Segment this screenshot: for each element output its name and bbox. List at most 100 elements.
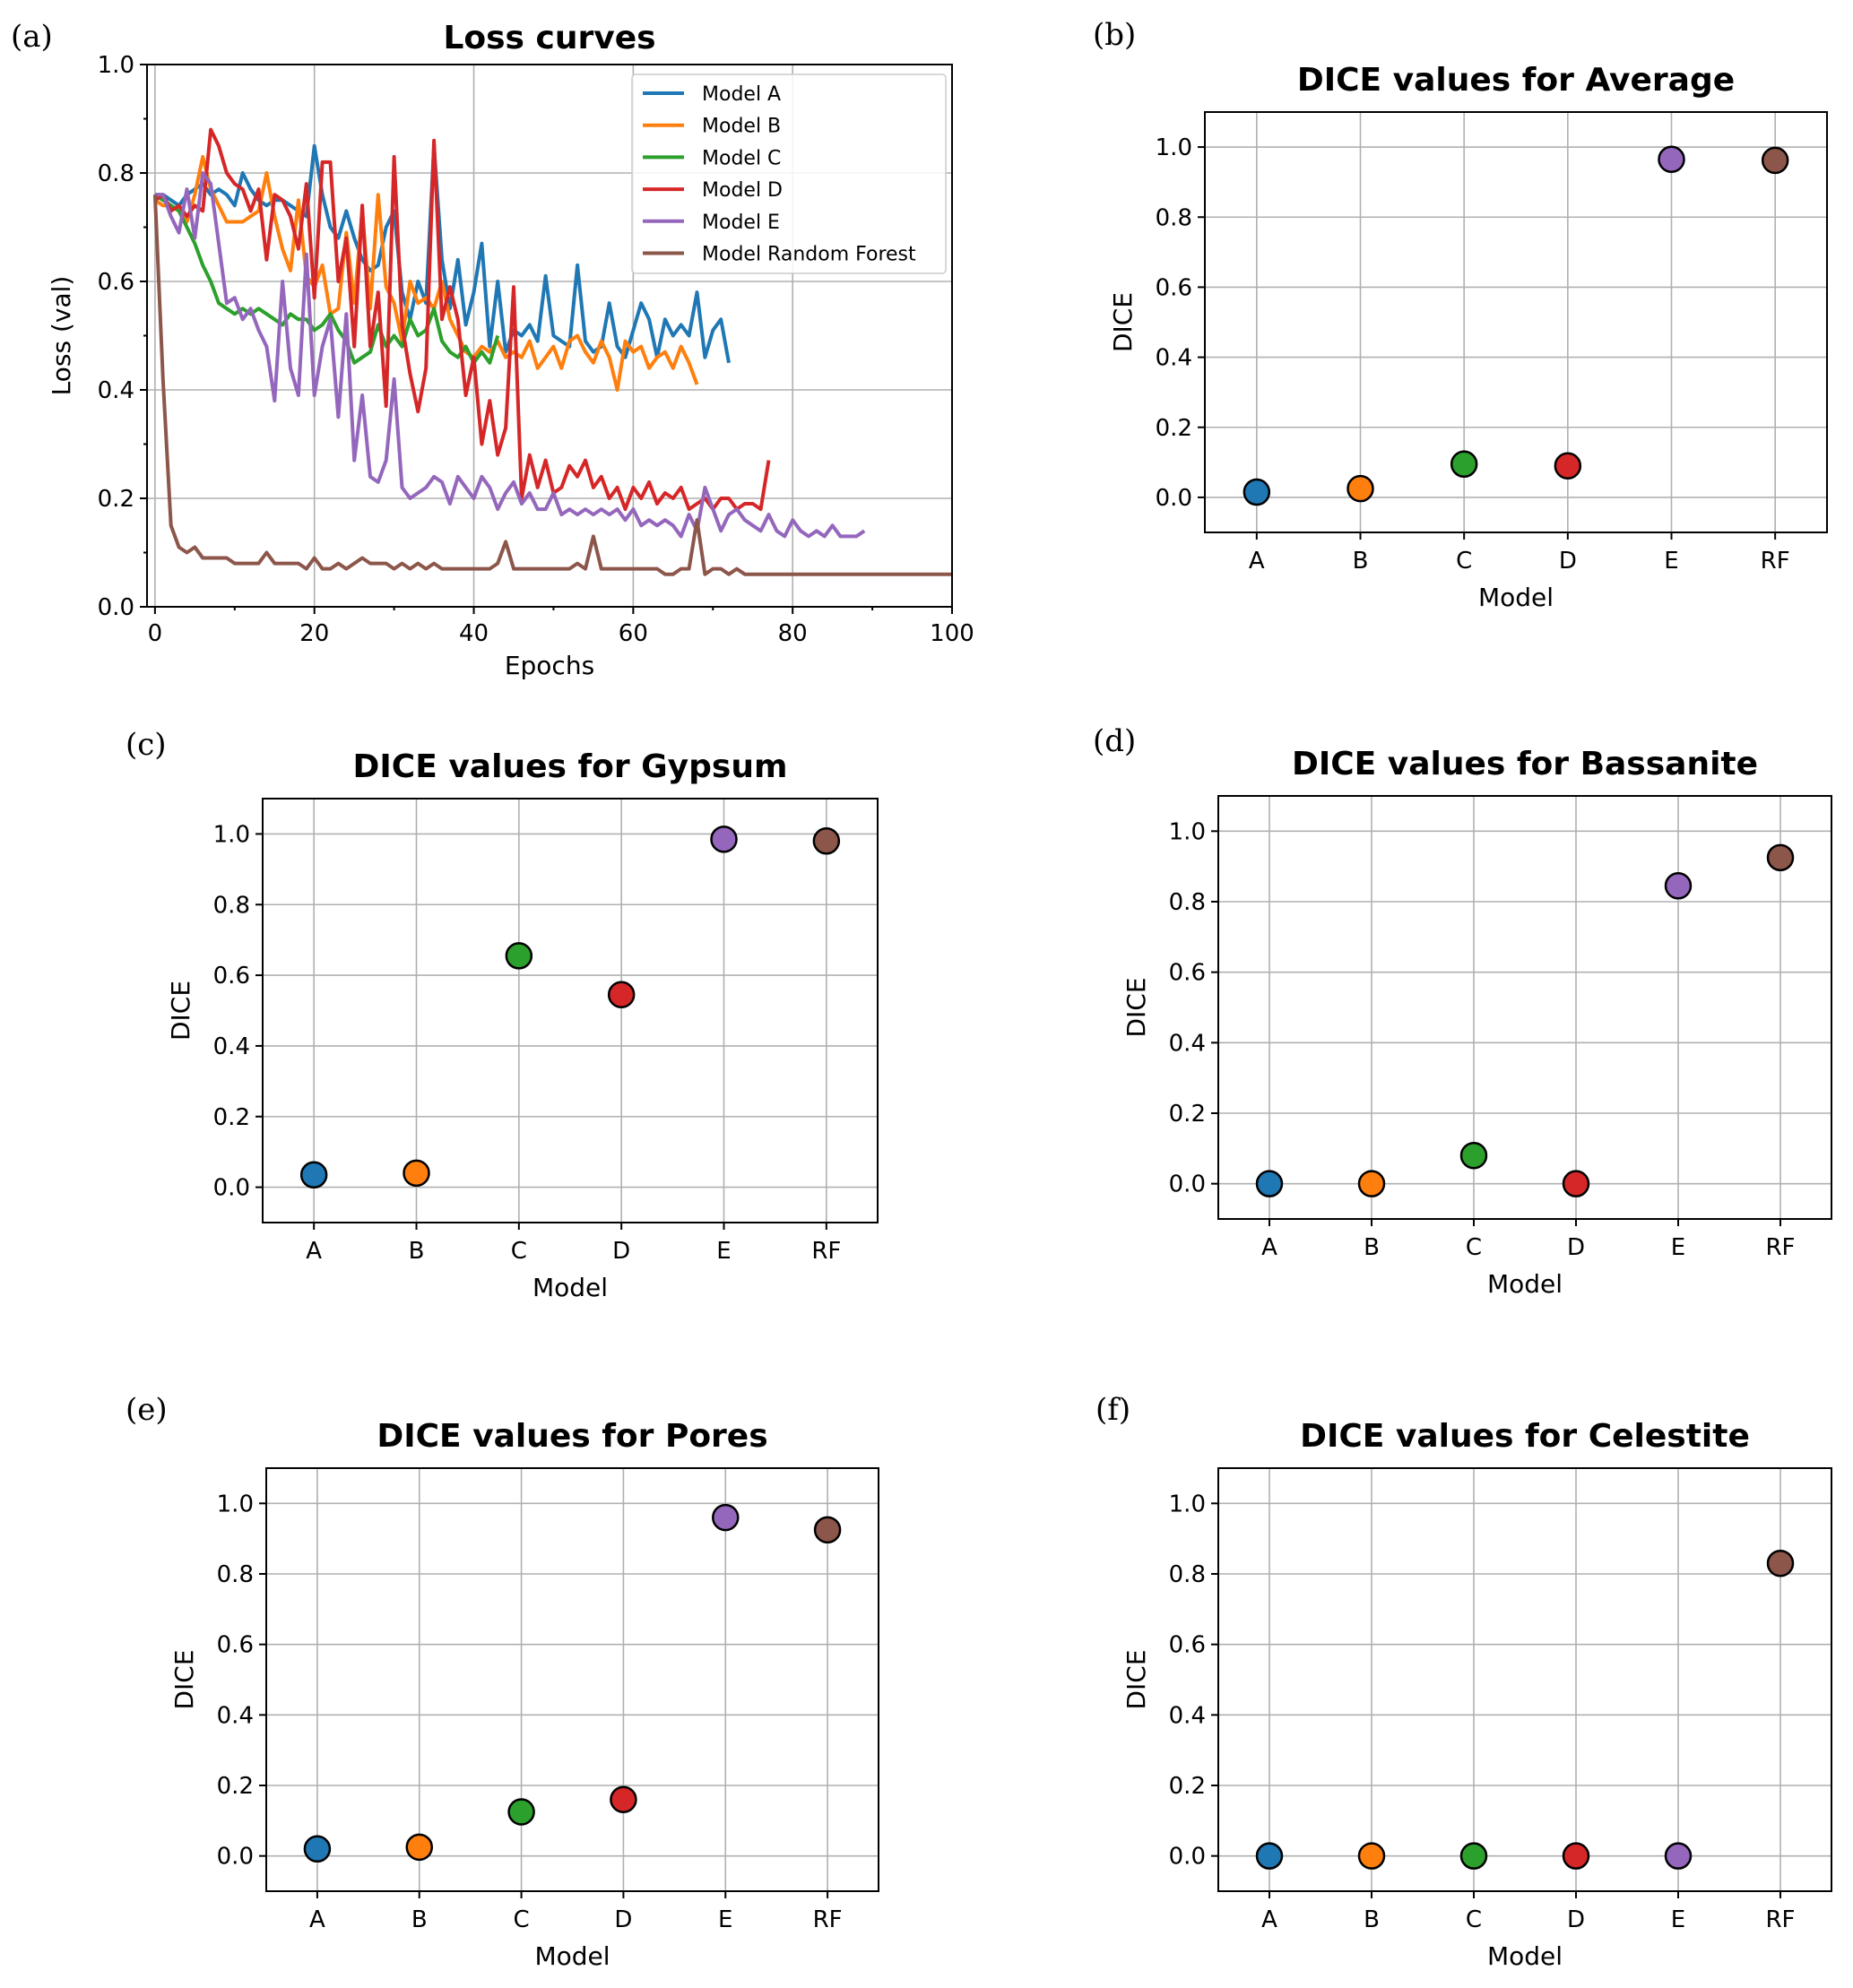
data-point-b — [1357, 1842, 1386, 1870]
plot-frame — [1217, 1467, 1832, 1892]
x-tick-label: B — [411, 1906, 428, 1933]
data-point-c — [507, 1798, 535, 1826]
panel-label-e: (e) — [126, 1392, 168, 1428]
legend-entry: Model B — [702, 116, 781, 138]
x-tick-label: C — [514, 1906, 530, 1933]
x-tick-label: 60 — [619, 620, 648, 647]
data-point-rf — [1766, 1549, 1795, 1577]
data-point-rf — [813, 1516, 842, 1544]
x-tick-label: E — [1671, 1234, 1685, 1261]
x-tick-label: D — [1559, 548, 1577, 575]
y-tick-label: 0.0 — [1156, 485, 1192, 512]
x-axis-label: Model — [533, 1273, 608, 1302]
legend: Model A Model B Model C Model D Model E Model… — [631, 73, 947, 274]
x-tick-label: RF — [811, 1238, 841, 1265]
y-tick-label: 0.2 — [217, 1773, 254, 1800]
legend-entry: Model D — [702, 179, 783, 202]
y-tick-label: 0.2 — [1169, 1773, 1206, 1800]
y-axis-label: Loss (val) — [47, 276, 76, 396]
data-point-b — [403, 1159, 430, 1188]
data-point-a — [303, 1835, 332, 1863]
y-tick-label: 0.2 — [1156, 415, 1192, 442]
legend-entry: Model A — [702, 83, 781, 106]
y-tick-label: 0.2 — [1169, 1101, 1206, 1128]
series-line-model-d — [153, 127, 771, 512]
x-tick-label: C — [1466, 1234, 1482, 1261]
y-tick-label: 0.6 — [1156, 274, 1192, 301]
y-tick-label: 0.2 — [213, 1104, 250, 1131]
legend-box — [631, 73, 947, 274]
y-tick-label: 0.8 — [1169, 889, 1206, 916]
data-point-e — [1664, 872, 1693, 900]
series-line-model-a — [154, 143, 731, 364]
chart-title: DICE values for Pores — [377, 1418, 767, 1455]
x-tick-label: C — [1456, 548, 1472, 575]
data-point-e — [1658, 145, 1685, 174]
y-tick-label: 0.8 — [98, 160, 134, 187]
x-tick-label: D — [1567, 1234, 1585, 1261]
chart-title: DICE values for Gypsum — [353, 748, 788, 785]
y-tick-label: 0.0 — [213, 1175, 250, 1202]
x-tick-label: 40 — [459, 620, 489, 647]
x-tick-label: RF — [1765, 1234, 1795, 1261]
data-point-a — [1243, 478, 1271, 506]
dice-chart-5: A B C D E RF 0.0 0.2 0.4 0.6 0.8 1.0 DICE values for… — [1121, 1418, 1832, 1971]
y-tick-label: 0.4 — [1169, 1702, 1206, 1729]
chart-title: Loss curves — [443, 20, 655, 56]
x-tick-label: 80 — [778, 620, 808, 647]
data-point-b — [1346, 474, 1374, 503]
y-axis-label: DICE — [1121, 1649, 1151, 1709]
y-tick-label: 1.0 — [217, 1491, 254, 1517]
y-tick-label: 0.6 — [1169, 960, 1206, 987]
series-line-model-b — [153, 154, 699, 392]
dice-chart-1: A B C D E RF 0.0 0.2 0.4 0.6 0.8 1.0 DICE values for… — [1108, 62, 1828, 612]
x-tick-label: B — [1364, 1234, 1380, 1261]
panel-label-d: (d) — [1093, 723, 1136, 759]
x-axis-label: Epochs — [505, 651, 594, 680]
y-axis-label: DICE — [1121, 977, 1151, 1037]
data-point-e — [712, 1503, 740, 1532]
chart-title: DICE values for Celestite — [1300, 1418, 1750, 1455]
data-point-a — [299, 1161, 328, 1189]
plot-frame — [1204, 111, 1828, 533]
y-tick-label: 0.2 — [98, 486, 134, 513]
x-axis-label: Model — [534, 1941, 610, 1971]
data-point-d — [1562, 1170, 1590, 1197]
x-tick-label: C — [1466, 1906, 1482, 1933]
x-tick-label: RF — [813, 1906, 843, 1933]
legend-entry: Model C — [702, 147, 781, 169]
data-point-e — [1664, 1842, 1693, 1870]
y-tick-label: 1.0 — [1156, 134, 1192, 161]
panel-label-a: (a) — [11, 19, 53, 55]
y-tick-label: 1.0 — [1169, 818, 1206, 845]
data-point-a — [1255, 1170, 1284, 1197]
data-point-b — [405, 1833, 433, 1862]
series-line-model-c — [153, 193, 500, 365]
x-tick-label: A — [309, 1906, 325, 1933]
x-tick-label: D — [1567, 1906, 1585, 1933]
y-tick-label: 0.0 — [217, 1844, 254, 1871]
x-tick-label: 0 — [148, 620, 163, 647]
dice-chart-3: A B C D E RF 0.0 0.2 0.4 0.6 0.8 1.0 DICE values for… — [1121, 746, 1832, 1299]
x-tick-label: B — [1364, 1906, 1380, 1933]
data-point-b — [1357, 1170, 1386, 1197]
x-axis-label: Model — [1487, 1269, 1563, 1299]
legend-entry: Model Random Forest — [702, 244, 916, 266]
x-tick-label: A — [306, 1238, 322, 1265]
data-point-c — [1459, 1141, 1488, 1170]
series-line-model-random-forest — [152, 194, 952, 576]
data-point-c — [1459, 1842, 1488, 1870]
data-point-d — [1554, 452, 1582, 480]
y-tick-label: 0.6 — [98, 269, 134, 296]
x-tick-label: RF — [1765, 1906, 1795, 1933]
chart-title: DICE values for Bassanite — [1292, 746, 1758, 782]
y-tick-label: 0.0 — [98, 594, 134, 621]
loss-curves-chart: 0 20 40 60 80 100 0.0 0.2 0.4 0.6 0.8 1.0 Loss curve… — [47, 20, 974, 680]
plot-frame — [265, 1467, 879, 1892]
panel-label-c: (c) — [126, 727, 167, 763]
y-tick-label: 1.0 — [98, 52, 134, 79]
data-point-a — [1255, 1842, 1284, 1870]
y-tick-label: 1.0 — [1169, 1491, 1206, 1517]
series-line-model-e — [154, 171, 866, 539]
